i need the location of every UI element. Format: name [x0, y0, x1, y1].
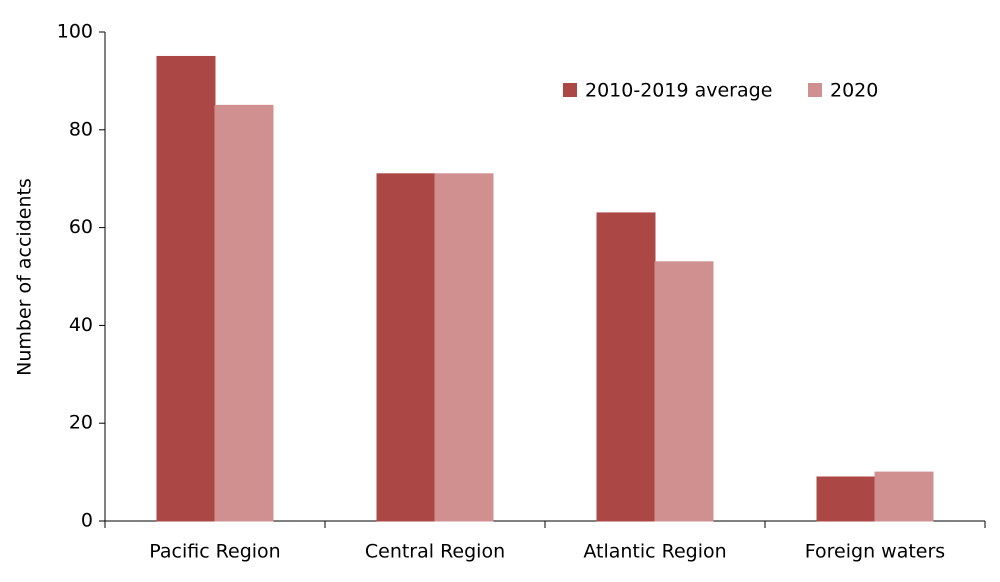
bar [214, 104, 274, 522]
bar [874, 471, 934, 522]
y-tick-label: 100 [57, 21, 93, 43]
y-tick-label: 40 [69, 314, 93, 336]
bar [596, 212, 656, 522]
legend-label: 2020 [830, 80, 878, 102]
bar [654, 261, 714, 522]
x-tick-label: Central Region [365, 541, 505, 563]
legend-swatch [563, 83, 577, 97]
bar [434, 173, 494, 522]
legend-swatch [808, 83, 822, 97]
bar [816, 476, 876, 522]
x-tick-label: Pacific Region [149, 541, 280, 563]
y-tick-label: 80 [69, 118, 93, 140]
y-tick-label: 60 [69, 216, 93, 238]
y-axis-label: Number of accidents [14, 178, 36, 376]
bar [156, 55, 216, 522]
legend-label: 2010-2019 average [585, 80, 772, 102]
x-tick-label: Atlantic Region [583, 541, 726, 563]
bar [376, 173, 436, 522]
x-tick-label: Foreign waters [805, 541, 945, 563]
y-tick-label: 0 [81, 510, 93, 532]
y-tick-label: 20 [69, 412, 93, 434]
